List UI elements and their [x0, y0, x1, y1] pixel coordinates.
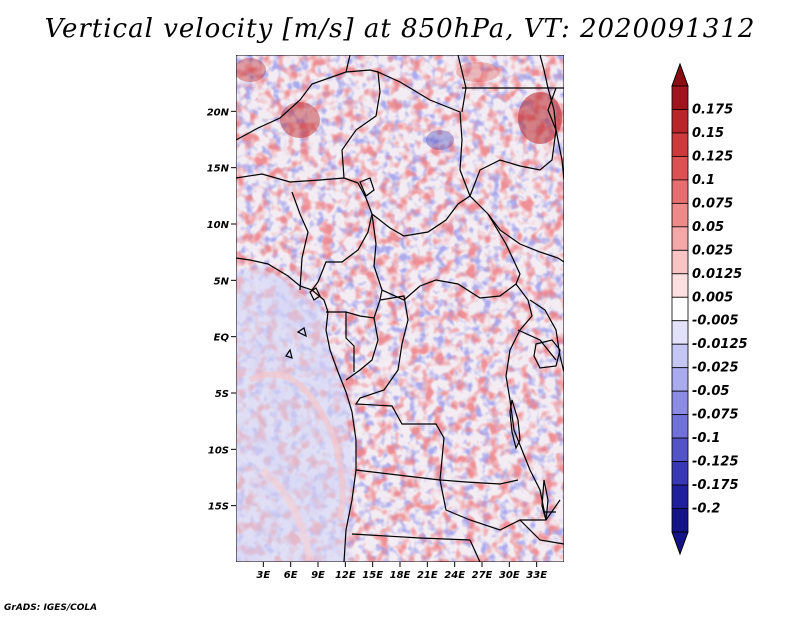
colorbar-segment [671, 390, 689, 416]
colorbar-segment [671, 343, 689, 369]
colorbar-label: -0.005 [692, 314, 739, 329]
colorbar-label: -0.1 [692, 431, 720, 446]
colorbar-segment [671, 109, 689, 134]
colorbar-label: -0.0125 [692, 337, 748, 352]
lat-tick-label: 10N [207, 220, 230, 231]
colorbar-label: 0.1 [692, 173, 715, 188]
lat-tick-label: 5N [214, 276, 230, 287]
lat-tick-label: 5S [215, 389, 229, 400]
colorbar-segment [671, 461, 689, 486]
lon-tick-label: 33E [526, 570, 547, 581]
colorbar-segment [671, 226, 689, 251]
lon-tick-label: 15E [362, 570, 383, 581]
lon-tick-label: 3E [256, 570, 270, 581]
lon-tick-label: 6E [284, 570, 298, 581]
lon-tick-label: 18E [390, 570, 411, 581]
colorbar-bottom-arrow [671, 531, 689, 556]
lat-tick-label: 15N [207, 164, 230, 175]
colorbar-segment [671, 156, 689, 181]
lat-tick-label: 15S [208, 502, 229, 513]
lat-tick-label: 20N [207, 107, 230, 118]
colorbar-label: -0.05 [692, 384, 729, 399]
colorbar-segment [671, 367, 689, 392]
colorbar-segment [671, 508, 689, 533]
colorbar-label: 0.0125 [692, 267, 742, 282]
lon-tick-label: 30E [499, 570, 520, 581]
colorbar-segment [671, 85, 689, 110]
colorbar-segment [671, 484, 689, 509]
latitude-axis: 20N 15N 10N 5N EQ 5S 10S 15S [207, 107, 236, 513]
velocity-field [236, 55, 564, 562]
lon-tick-label: 12E [335, 570, 356, 581]
colorbar-segment [671, 414, 689, 439]
colorbar-label: -0.2 [692, 502, 720, 517]
colorbar-segment [671, 296, 689, 322]
colorbar-label: 0.05 [692, 220, 724, 235]
colorbar-segment [671, 249, 689, 275]
colorbar-label: 0.005 [692, 290, 733, 305]
colorbar-segment [671, 273, 689, 298]
grads-credit: GrADS: IGES/COLA [4, 603, 98, 613]
chart-title: Vertical velocity [m/s] at 850hPa, VT: 2… [44, 14, 756, 44]
colorbar-top-arrow [671, 62, 689, 87]
colorbar-segment [671, 437, 689, 462]
colorbar-label: 0.175 [692, 102, 733, 117]
lon-tick-label: 21E [417, 570, 438, 581]
colorbar-segment [671, 179, 689, 204]
colorbar-label: 0.025 [692, 243, 733, 258]
colorbar-label: -0.125 [692, 455, 739, 470]
colorbar-label: -0.175 [692, 478, 739, 493]
lat-tick-label: EQ [214, 333, 230, 344]
colorbar-label: 0.125 [692, 149, 733, 164]
lat-tick-label: 10S [208, 445, 229, 456]
colorbar-segment [671, 202, 689, 228]
colorbar-label: -0.025 [692, 361, 739, 376]
colorbar: 0.175 0.15 0.125 0.1 0.075 0.05 0.025 0.0125 0.0… [671, 62, 748, 556]
colorbar-label: 0.075 [692, 196, 733, 211]
lon-tick-label: 27E [472, 570, 493, 581]
longitude-axis: 3E 6E 9E 12E 15E 18E 21E 24E 27E 30E 33E [256, 562, 547, 581]
colorbar-label: 0.15 [692, 126, 724, 141]
lon-tick-label: 24E [444, 570, 465, 581]
colorbar-segment [671, 320, 689, 345]
colorbar-segment [671, 132, 689, 157]
colorbar-label: -0.075 [692, 408, 739, 423]
lon-tick-label: 9E [311, 570, 325, 581]
